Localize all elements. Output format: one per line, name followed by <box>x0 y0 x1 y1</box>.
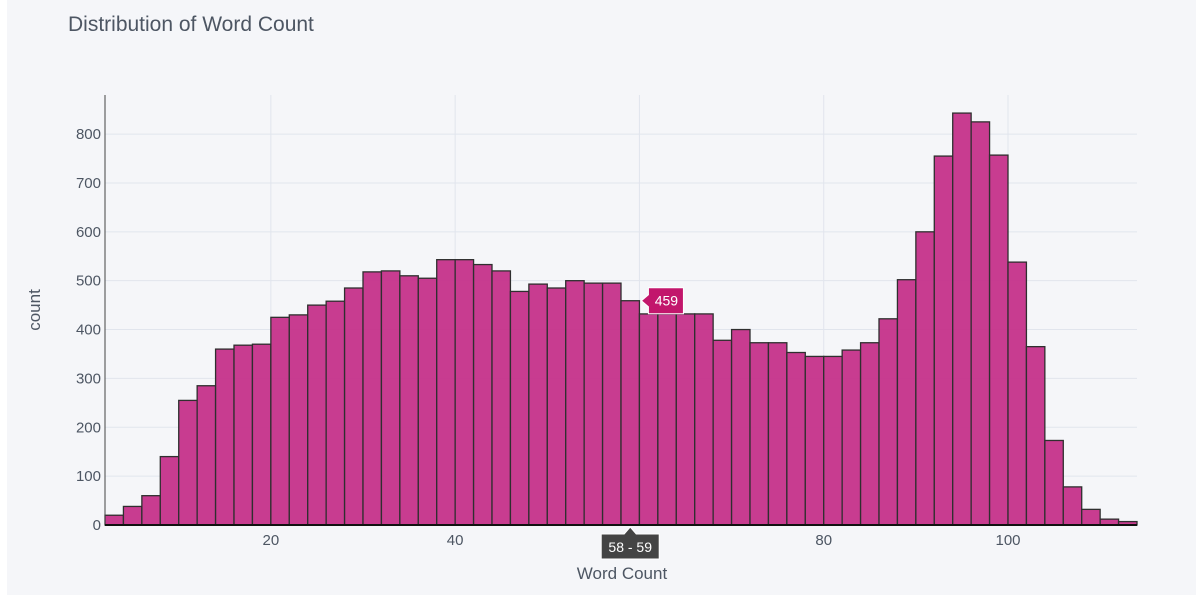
histogram-bar <box>436 259 456 526</box>
histogram-bar <box>859 342 880 526</box>
histogram-bar <box>804 355 825 526</box>
x-tick-label: 100 <box>995 532 1020 549</box>
histogram-bar <box>546 287 567 526</box>
x-tick-label: 20 <box>263 532 280 549</box>
histogram-bar <box>325 300 346 526</box>
histogram-bar <box>454 259 475 526</box>
hover-value-box <box>640 287 684 315</box>
hover-x-box <box>600 526 660 560</box>
histogram-bar <box>1062 486 1083 526</box>
histogram-bar <box>270 316 290 526</box>
x-tick-label: 80 <box>815 532 832 549</box>
y-tick-label: 0 <box>93 517 101 534</box>
histogram-bar <box>970 121 991 526</box>
histogram-bar <box>786 351 806 526</box>
histogram-bar <box>343 287 364 526</box>
histogram-bar <box>122 505 143 526</box>
histogram-bar <box>472 263 493 526</box>
histogram-bar <box>233 344 254 526</box>
x-axis-title: Word Count <box>577 564 668 583</box>
histogram-bar <box>767 342 788 526</box>
y-tick-label: 500 <box>76 273 101 290</box>
histogram-bar <box>491 270 512 526</box>
y-tick-label: 700 <box>76 175 101 192</box>
hover-tooltip: 459 58 - 59 <box>600 287 684 560</box>
histogram-bar <box>509 290 530 526</box>
histogram-bar <box>583 282 604 526</box>
histogram-bar <box>675 313 696 526</box>
histogram-bar <box>601 282 622 526</box>
histogram-bar <box>952 112 972 526</box>
histogram-bar <box>694 313 714 526</box>
histogram-bar <box>657 313 677 526</box>
histogram-bar <box>878 318 899 526</box>
histogram-bar <box>1081 508 1101 526</box>
histogram-bar <box>104 514 125 526</box>
histogram-bar <box>399 275 419 526</box>
hover-value-label: 459 <box>655 293 679 309</box>
y-tick-label: 300 <box>76 370 101 387</box>
histogram-bar <box>159 455 180 526</box>
histogram-bar <box>178 399 198 526</box>
histogram-bar <box>214 348 235 526</box>
histogram-bar <box>933 155 954 526</box>
histogram-bar <box>1025 345 1046 526</box>
histogram-bar <box>730 328 751 526</box>
histogram-bar <box>896 279 917 526</box>
histogram-bar <box>362 271 383 526</box>
histogram-bar <box>565 280 585 526</box>
histogram-bar <box>417 277 438 526</box>
histogram-bar <box>749 342 770 526</box>
histogram-bar <box>1044 439 1064 526</box>
histogram-bar <box>528 283 548 526</box>
histogram-bar <box>823 355 843 526</box>
histogram-bar <box>1007 261 1028 526</box>
histogram-bar <box>988 154 1009 526</box>
y-tick-label: 800 <box>76 126 101 143</box>
histogram-bar <box>288 314 309 526</box>
histogram-bar <box>196 385 217 526</box>
histogram-bar <box>841 349 862 526</box>
y-tick-label: 600 <box>76 224 101 241</box>
y-tick-label: 400 <box>76 322 101 339</box>
histogram-bar <box>141 495 161 526</box>
y-tick-label: 200 <box>76 419 101 436</box>
chart-title: Distribution of Word Count <box>68 13 314 36</box>
y-axis-title: count <box>25 289 44 331</box>
histogram-bar <box>712 339 733 526</box>
x-tick-label: 40 <box>447 532 464 549</box>
histogram-bar <box>307 304 327 526</box>
histogram-bar <box>620 300 641 526</box>
histogram-bar <box>915 231 935 526</box>
histogram-bar <box>251 343 272 526</box>
histogram-bar <box>380 270 401 526</box>
y-tick-label: 100 <box>76 468 101 485</box>
axes <box>104 95 1137 526</box>
hover-x-label: 58 - 59 <box>608 539 652 555</box>
bars <box>104 112 1138 526</box>
histogram-bar <box>638 313 659 526</box>
